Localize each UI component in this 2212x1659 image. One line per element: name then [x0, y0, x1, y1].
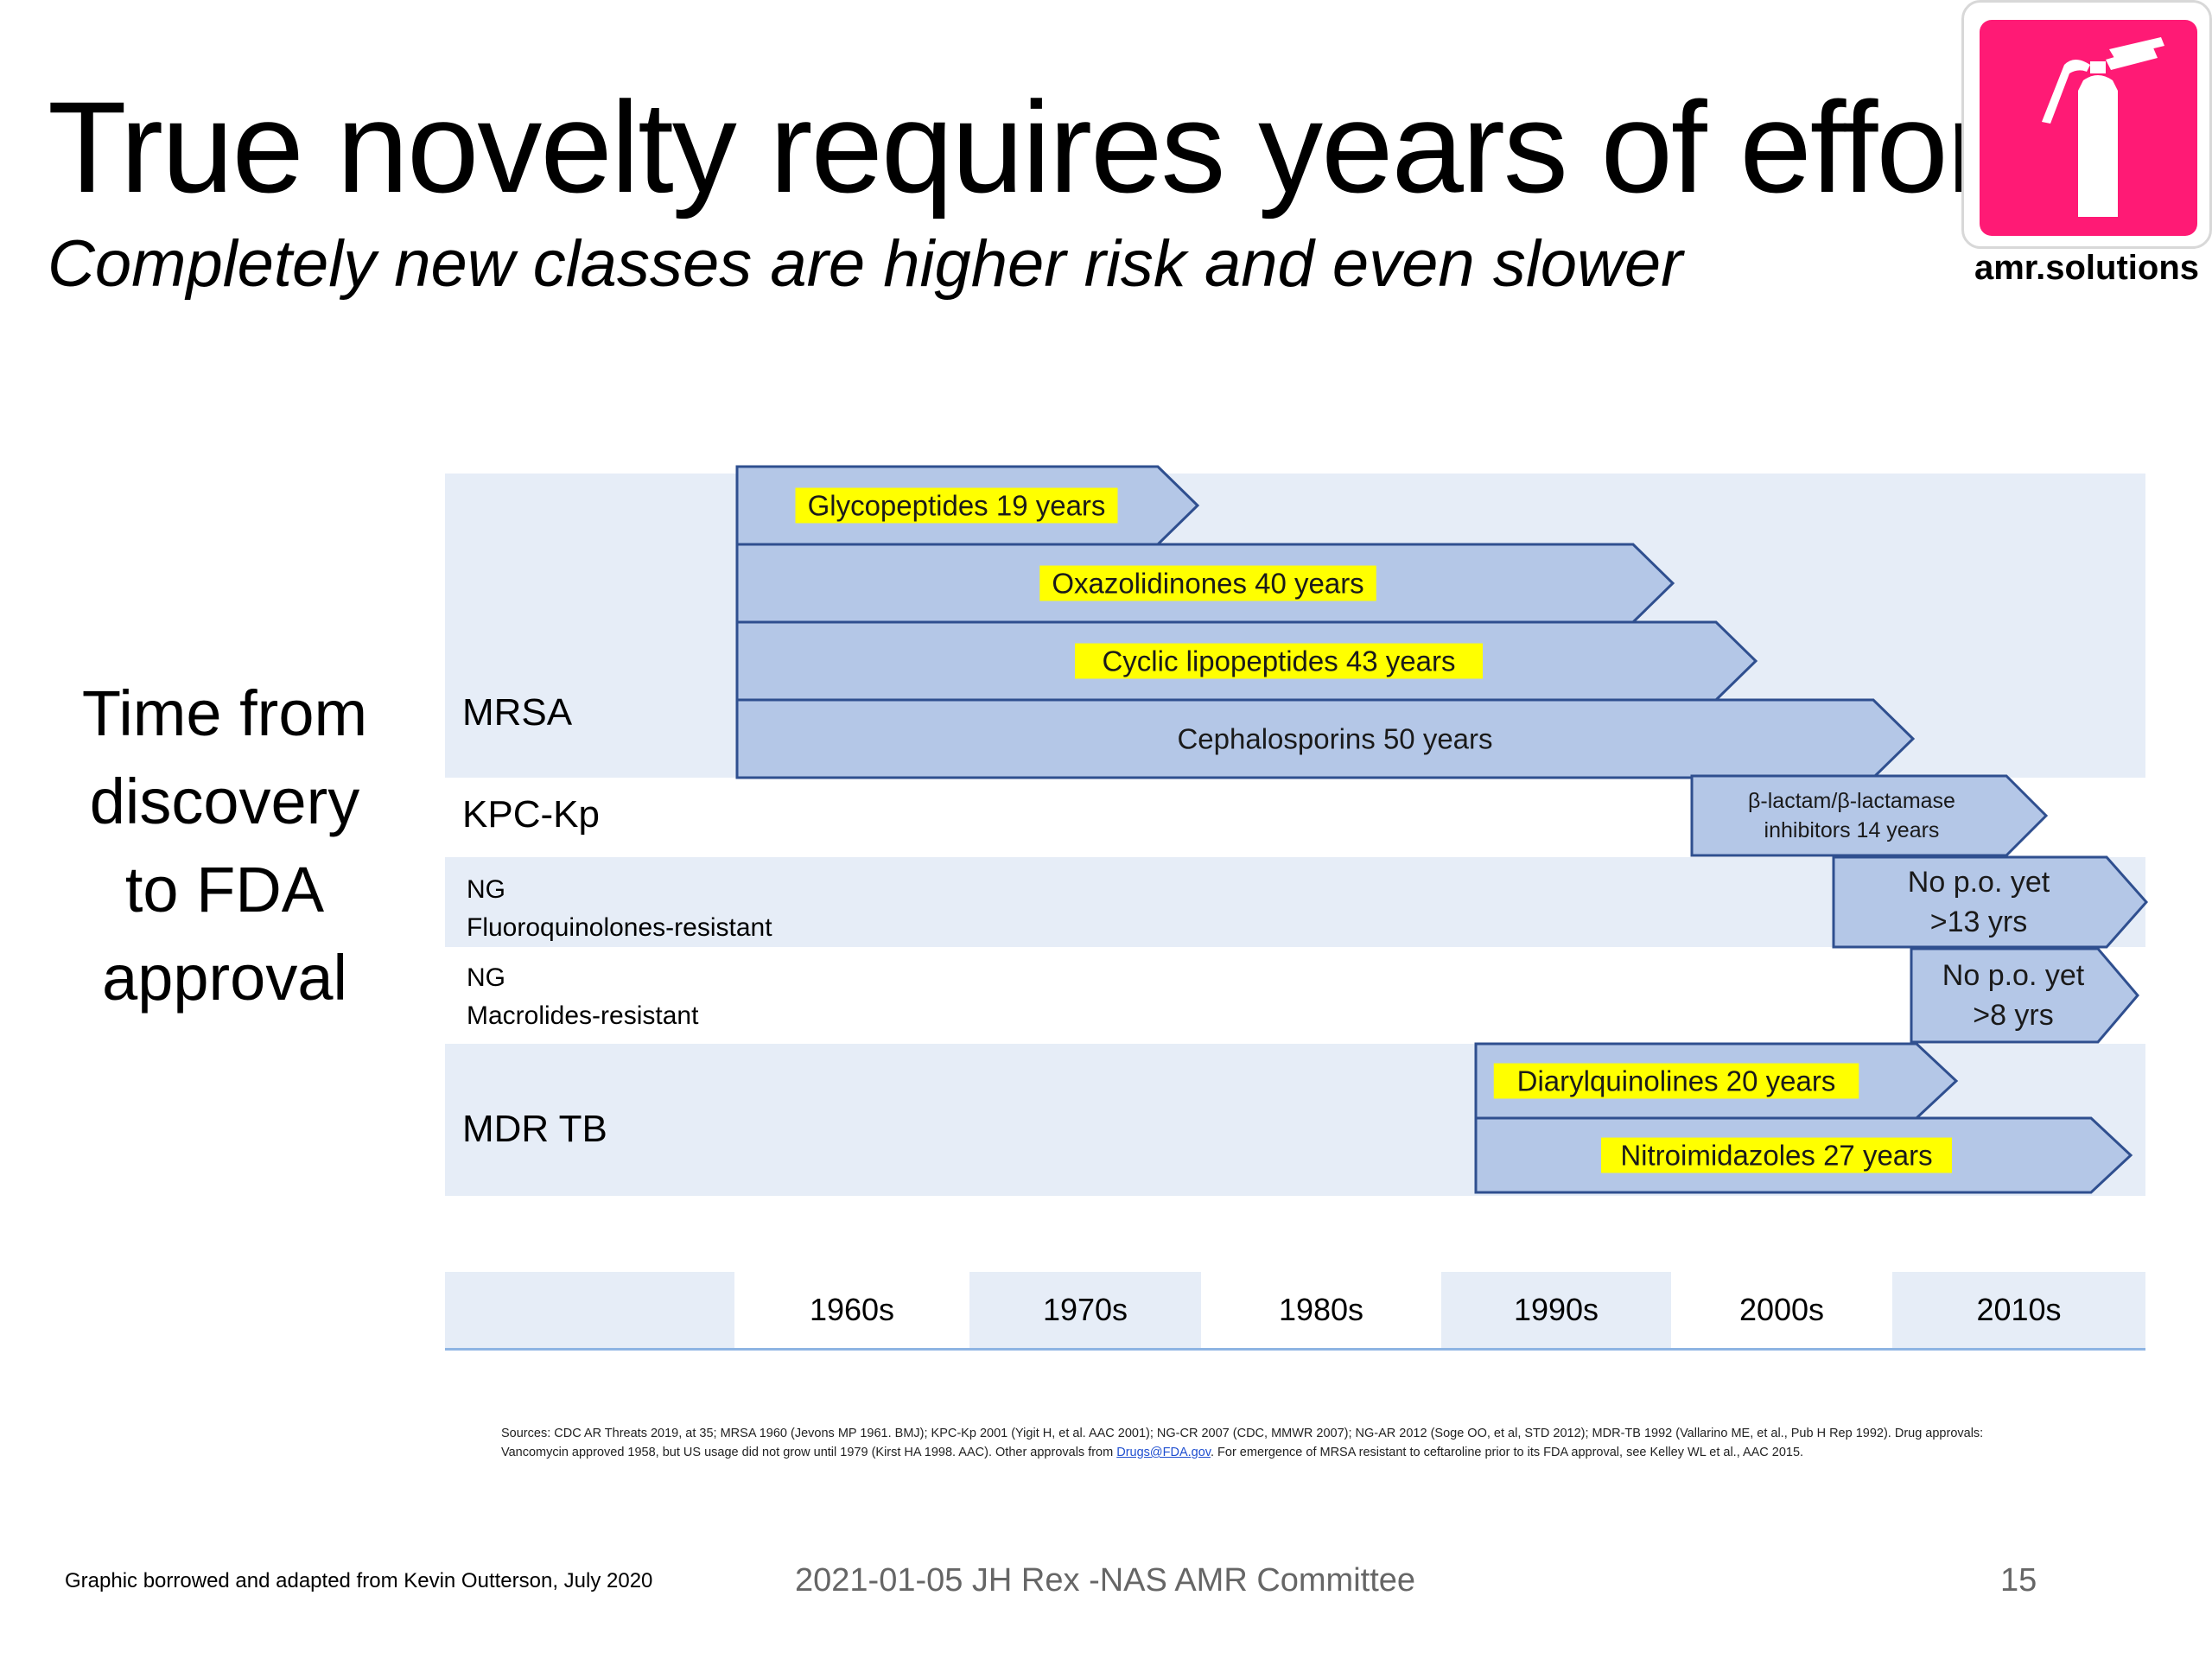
decade-1960s: 1960s [734, 1272, 969, 1348]
row-label-ng-mac: NG Macrolides-resistant [467, 959, 698, 1035]
y-axis-label-line: discovery [89, 766, 360, 837]
sources-text: Sources: CDC AR Threats 2019, at 35; MRS… [501, 1427, 1984, 1459]
row-label-line: NG [467, 963, 505, 992]
row-label-line: Macrolides-resistant [467, 1001, 699, 1030]
decade-2010s: 2010s [1892, 1272, 2145, 1348]
row-label-kpc: KPC-Kp [462, 793, 600, 836]
row-band-ng-mac [445, 947, 2145, 1044]
logo-text: amr.solutions [1974, 249, 2200, 287]
row-band-kpc [445, 778, 2145, 857]
y-axis-label-line: approval [102, 942, 347, 1014]
row-band-mrsa [445, 474, 2145, 778]
row-band-mdrtb [445, 1044, 2145, 1196]
y-axis-label-line: to FDA [124, 854, 325, 925]
row-label-line: Fluoroquinolones-resistant [467, 913, 772, 942]
page-subtitle: Completely new classes are higher risk a… [48, 227, 1683, 301]
logo [1961, 0, 2212, 249]
page-number: 15 [2000, 1562, 2037, 1599]
row-label-mdrtb: MDR TB [462, 1108, 607, 1150]
y-axis-label: Time from discovery to FDA approval [35, 670, 415, 1022]
fire-extinguisher-icon [1980, 20, 2197, 236]
footer-credit: Graphic borrowed and adapted from Kevin … [65, 1569, 653, 1592]
decade-2000s: 2000s [1671, 1272, 1892, 1348]
decade-1980s: 1980s [1201, 1272, 1441, 1348]
page-title: True novelty requires years of effort [48, 74, 2024, 219]
row-label-line: NG [467, 875, 505, 904]
decade-cell-blank [445, 1272, 734, 1348]
decade-1990s: 1990s [1441, 1272, 1671, 1348]
footer-center: 2021-01-05 JH Rex -NAS AMR Committee [795, 1562, 1416, 1599]
row-label-mrsa: MRSA [462, 691, 573, 734]
sources-note: Sources: CDC AR Threats 2019, at 35; MRS… [501, 1424, 1987, 1462]
axis-line [445, 1348, 2145, 1351]
decade-1970s: 1970s [969, 1272, 1201, 1348]
row-label-ng-fq: NG Fluoroquinolones-resistant [467, 871, 772, 947]
sources-text-end: . For emergence of MRSA resistant to cef… [1210, 1446, 1804, 1459]
y-axis-label-line: Time from [81, 677, 368, 749]
sources-link[interactable]: Drugs@FDA.gov [1116, 1446, 1211, 1459]
